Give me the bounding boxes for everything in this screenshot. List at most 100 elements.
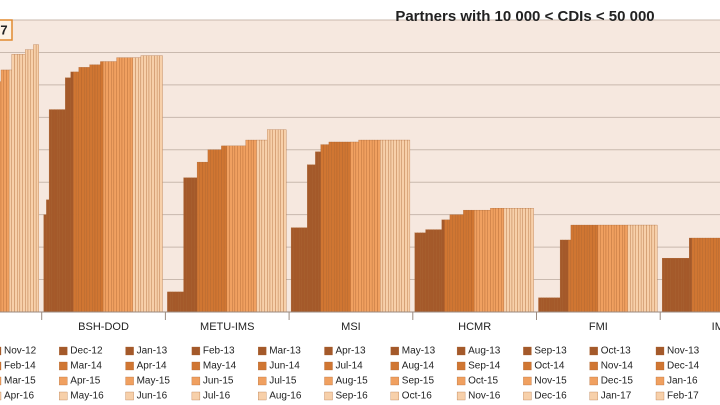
legend-label: Apr-14 — [137, 361, 167, 372]
legend-label: May-13 — [402, 346, 436, 357]
legend-swatch — [0, 391, 2, 401]
bar — [328, 141, 332, 313]
bar — [232, 145, 236, 313]
bar — [127, 57, 131, 313]
bar — [573, 224, 577, 313]
bar — [78, 67, 82, 313]
bar — [342, 141, 346, 313]
legend-label: Mar-14 — [70, 361, 102, 372]
bar — [449, 214, 453, 313]
x-tick-label: BSH-DOD — [78, 321, 129, 333]
bar — [344, 141, 348, 313]
legend-swatch — [523, 361, 532, 371]
legend-label: Sep-16 — [336, 391, 369, 402]
bar — [355, 141, 359, 313]
bar — [624, 224, 628, 313]
bar — [320, 144, 324, 313]
legend-label: Apr-13 — [336, 346, 366, 357]
bar — [716, 237, 720, 313]
bar — [509, 208, 513, 313]
legend-swatch — [390, 391, 399, 401]
bar — [605, 224, 609, 313]
bar — [59, 109, 63, 313]
bar — [699, 237, 703, 313]
bar — [92, 64, 96, 313]
bar — [19, 54, 23, 313]
bar — [35, 44, 39, 313]
bar — [218, 149, 222, 313]
bar — [299, 227, 303, 313]
bar — [213, 149, 217, 313]
bar — [253, 139, 257, 313]
bar — [643, 224, 647, 313]
bar — [237, 145, 241, 313]
bar — [121, 57, 125, 313]
bar — [132, 57, 136, 313]
legend-label: Aug-14 — [402, 361, 435, 372]
legend-label: Feb-13 — [203, 346, 235, 357]
legend-label: Sep-13 — [534, 346, 567, 357]
bar — [48, 109, 52, 313]
bar — [180, 291, 184, 313]
legend-swatch — [324, 361, 333, 371]
legend-label: Nov-12 — [4, 346, 37, 357]
bar — [116, 57, 120, 313]
bar — [33, 44, 37, 313]
bar — [25, 49, 29, 313]
bar — [568, 239, 572, 313]
bar — [396, 139, 400, 313]
legend-swatch — [589, 376, 598, 386]
bar — [718, 237, 720, 313]
legend-label: Apr-15 — [70, 376, 100, 387]
legend-swatch — [258, 376, 267, 386]
legend-label: Nov-15 — [534, 376, 567, 387]
bar — [683, 257, 687, 313]
legend-swatch — [589, 391, 598, 401]
bar — [549, 297, 553, 313]
bar — [14, 54, 18, 313]
bar — [428, 229, 432, 313]
legend-label: Jun-16 — [137, 391, 168, 402]
x-tick-label: METU-IMS — [200, 321, 254, 333]
bar — [223, 145, 227, 313]
bar — [234, 145, 238, 313]
bar — [188, 177, 192, 313]
legend-swatch — [655, 346, 665, 356]
bar — [611, 224, 615, 313]
bar — [317, 151, 321, 313]
bar — [592, 224, 596, 313]
bar — [506, 208, 510, 313]
bar — [570, 224, 574, 313]
bar — [175, 291, 179, 313]
bar — [27, 49, 31, 313]
bar — [84, 67, 88, 313]
legend-swatch — [125, 346, 134, 356]
bar — [578, 224, 582, 313]
bar — [589, 224, 593, 313]
bar — [487, 209, 491, 313]
bar — [30, 49, 34, 313]
bar — [361, 139, 365, 313]
bar — [167, 291, 171, 313]
bar — [595, 224, 599, 313]
bar — [290, 227, 294, 313]
legend-label: Dec-15 — [601, 376, 634, 387]
legend-swatch — [125, 361, 134, 371]
bar — [301, 227, 305, 313]
x-tick-label: FMI — [589, 321, 608, 333]
bar — [135, 57, 139, 313]
bar — [3, 69, 7, 313]
legend-swatch — [523, 391, 532, 401]
bar — [662, 257, 666, 313]
bar — [404, 139, 408, 313]
bar — [210, 149, 214, 313]
legend-swatch — [0, 361, 2, 371]
bar — [441, 219, 445, 313]
bar — [51, 109, 55, 313]
bar — [183, 177, 187, 313]
legend-swatch — [456, 391, 466, 401]
legend-label: Sep-15 — [402, 376, 435, 387]
bar — [401, 139, 405, 313]
bar — [517, 208, 521, 313]
bar — [283, 129, 287, 313]
